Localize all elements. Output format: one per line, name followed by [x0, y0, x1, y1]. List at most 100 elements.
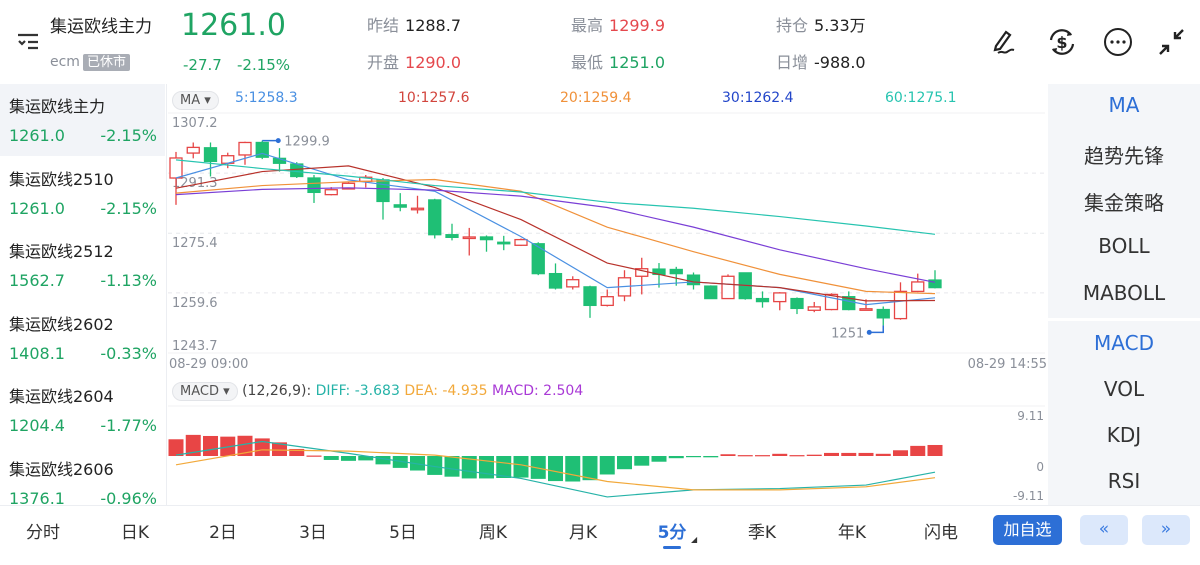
period-tab[interactable]: 2日	[209, 523, 237, 543]
menu-icon[interactable]	[16, 30, 40, 54]
period-tab[interactable]: 3日	[299, 523, 327, 543]
sub-indicator-option[interactable]: MACD	[1094, 331, 1154, 355]
more-icon[interactable]	[1102, 26, 1134, 62]
candle-body	[876, 308, 890, 319]
macd-params: (12,26,9):	[242, 383, 312, 399]
sub-indicator-option[interactable]: VOL	[1103, 377, 1145, 401]
market-status-badge: 已休市	[82, 54, 130, 71]
macd-bar	[203, 435, 218, 456]
ma-selector-label: MA	[180, 93, 201, 108]
macd-selector[interactable]: MACD ▾	[172, 382, 238, 401]
sub-indicator-panel	[1048, 321, 1200, 505]
period-tab[interactable]: 季K	[747, 523, 777, 543]
macd-bar	[634, 456, 650, 466]
sidebar-contract-item[interactable]: 集运欧线2510 1261.0 -2.15%	[0, 157, 165, 229]
candle-body	[773, 292, 787, 303]
collapse-icon[interactable]	[1156, 26, 1188, 62]
macd-bar	[875, 453, 891, 456]
y-tick-label: 1307.2	[172, 116, 218, 131]
ma-selector[interactable]: MA ▾	[172, 89, 219, 110]
contract-price: 1261.0	[9, 126, 65, 145]
indicator-option[interactable]: MA	[1108, 93, 1140, 117]
candle-body	[462, 236, 476, 240]
indicator-option[interactable]: BOLL	[1098, 234, 1150, 258]
ma-line-ma10	[175, 165, 936, 302]
indicator-option[interactable]: 集金策略	[1084, 191, 1164, 215]
period-tab[interactable]: 月K	[568, 523, 598, 543]
contract-name: 集运欧线2604	[9, 387, 114, 406]
stat-item: 持仓 5.33万	[776, 12, 866, 36]
macd-bar	[651, 456, 667, 462]
price-change-pct: -2.15%	[237, 56, 291, 74]
stat-label: 日增	[776, 53, 809, 72]
draw-icon[interactable]	[990, 26, 1020, 60]
currency-exchange-icon[interactable]: $	[1046, 26, 1078, 62]
macd-bar	[789, 455, 805, 457]
period-tab[interactable]: 分时	[26, 523, 60, 543]
active-tab-indicator	[663, 546, 681, 549]
sidebar-contract-item[interactable]: 集运欧线2604 1204.4 -1.77%	[0, 374, 165, 446]
indicator-option[interactable]: 趋势先锋	[1084, 144, 1164, 168]
bottom-divider	[0, 505, 1200, 506]
macd-bar	[755, 455, 770, 457]
candle-body	[531, 243, 545, 275]
period-dropdown-icon[interactable]: ◢	[691, 535, 698, 544]
candle-body	[497, 241, 511, 245]
macd-bar	[806, 454, 822, 456]
candle-body	[911, 281, 925, 293]
candle-body	[928, 279, 942, 289]
ma-legend-item: 20:1259.4	[560, 90, 632, 106]
macd-bar	[858, 452, 874, 456]
contract-change: -1.77%	[100, 416, 157, 435]
ma-line-ma5	[175, 152, 936, 306]
macd-bar	[289, 448, 305, 456]
stat-label: 最低	[571, 53, 604, 72]
period-tab[interactable]: 周K	[478, 523, 508, 543]
period-tab[interactable]: 年K	[837, 523, 867, 543]
candle-body	[255, 141, 269, 158]
macd-bar	[358, 456, 374, 461]
stat-item: 开盘 1290.0	[367, 49, 461, 73]
stat-value: -988.0	[814, 53, 866, 72]
macd-bar	[824, 452, 839, 456]
sub-indicator-option[interactable]: RSI	[1107, 469, 1141, 493]
ma-line-ma60	[175, 159, 936, 235]
sidebar-contract-item[interactable]: 集运欧线2512 1562.7 -1.13%	[0, 229, 165, 301]
macd-bar	[461, 456, 477, 479]
period-tab[interactable]: 5分	[657, 523, 687, 543]
macd-bar	[254, 438, 270, 456]
candle-body	[479, 236, 494, 241]
macd-dea-line	[175, 449, 936, 491]
macd-bar	[565, 456, 581, 482]
period-tab[interactable]: 闪电	[924, 523, 958, 543]
macd-bar	[530, 456, 546, 479]
x-start-label: 08-29 09:00	[169, 357, 248, 372]
next-button[interactable]: »	[1142, 515, 1190, 545]
sidebar-contract-item[interactable]: 集运欧线2606 1376.1 -0.96%	[0, 447, 165, 519]
period-tab[interactable]: 日K	[120, 523, 150, 543]
low-marker-dot	[866, 329, 872, 335]
sub-indicator-option[interactable]: KDJ	[1106, 423, 1142, 447]
macd-bar	[737, 455, 753, 457]
add-watchlist-button[interactable]: 加自选	[993, 515, 1062, 545]
stat-item: 昨结 1288.7	[367, 12, 461, 36]
y-tick-label: 1275.4	[172, 236, 218, 251]
candle-body	[393, 204, 407, 208]
macd-bar	[599, 456, 615, 475]
macd-diff-value: DIFF: -3.683	[315, 383, 400, 399]
sidebar-contract-item[interactable]: 集运欧线2602 1408.1 -0.33%	[0, 302, 165, 374]
contract-name: 集运欧线主力	[9, 97, 106, 116]
macd-bar	[617, 456, 632, 470]
macd-bar	[341, 456, 356, 461]
macd-bar	[444, 456, 460, 477]
prev-button[interactable]: «	[1080, 515, 1128, 545]
high-marker-dot	[275, 138, 281, 144]
candle-body	[324, 189, 338, 196]
period-tab[interactable]: 5日	[389, 523, 417, 543]
candle-body	[514, 238, 528, 246]
candle-body	[238, 141, 252, 156]
sidebar-contract-item[interactable]: 集运欧线主力 1261.0 -2.15%	[0, 84, 165, 156]
indicator-option[interactable]: MABOLL	[1082, 281, 1166, 305]
candle-body	[790, 297, 804, 310]
